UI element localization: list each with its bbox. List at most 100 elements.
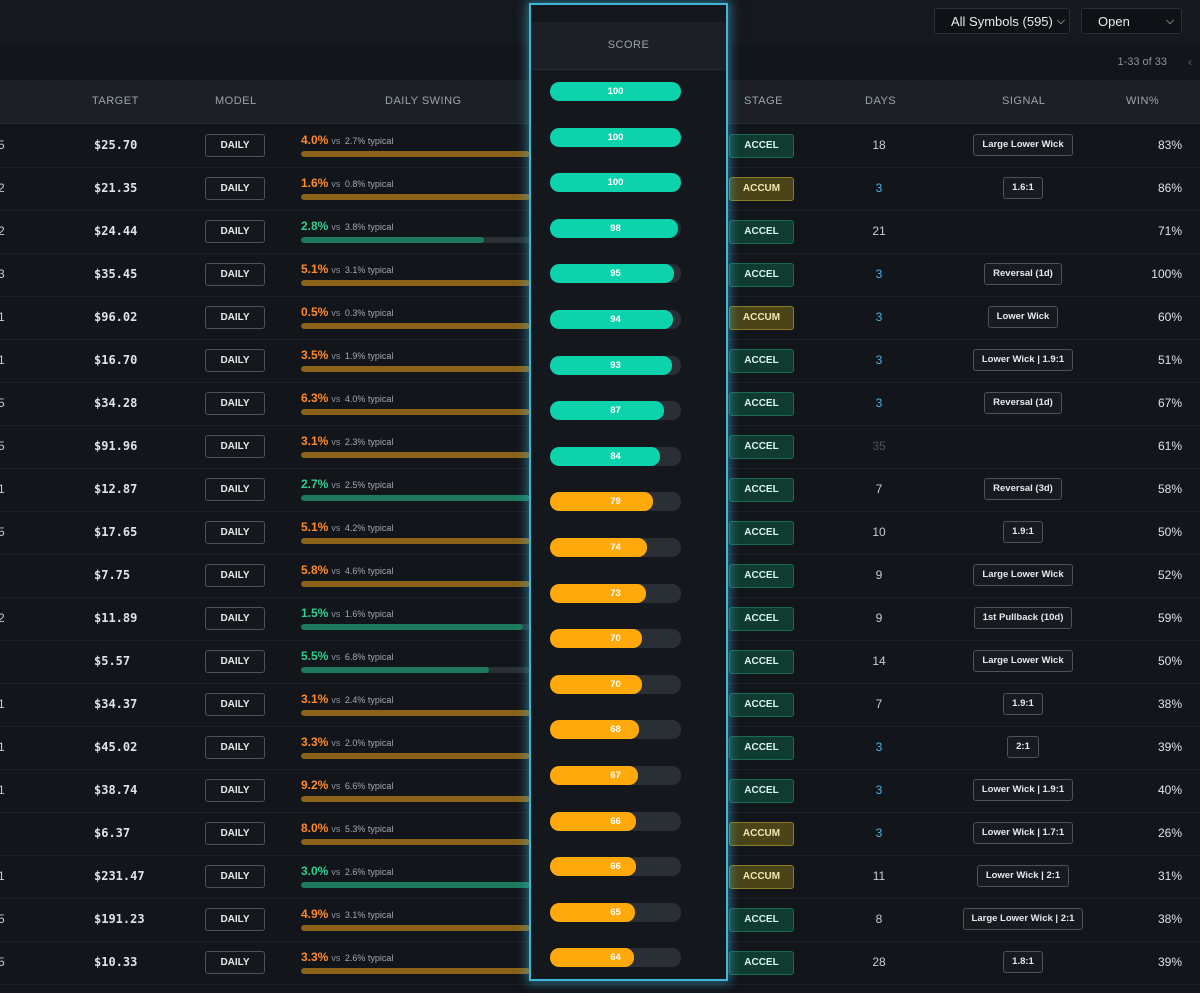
daily-swing: 5.1% vs 3.1% typical xyxy=(301,260,531,290)
status-filter-select[interactable]: Open ⌵ xyxy=(1081,8,1182,34)
swing-typical: 4.0% typical xyxy=(344,394,394,404)
column-header-days[interactable]: DAYS xyxy=(865,95,897,107)
table-row[interactable]: 1 $16.70 DAILY 3.5% vs 1.9% typical ACCEL 3 Low… xyxy=(0,339,1200,383)
table-row[interactable]: 2 $11.89 DAILY 1.5% vs 1.6% typical ACCEL 9 1st… xyxy=(0,597,1200,641)
score-bar-fill xyxy=(550,584,646,603)
swing-typical: 2.0% typical xyxy=(344,738,394,748)
column-header-model[interactable]: MODEL xyxy=(215,95,257,107)
swing-percent: 5.1% xyxy=(301,262,329,276)
score-value: 87 xyxy=(610,405,621,416)
score-bar-fill xyxy=(550,492,654,511)
daily-swing: 8.0% vs 5.3% typical xyxy=(301,819,531,849)
swing-bar-track xyxy=(301,624,530,630)
column-header-win[interactable]: WIN% xyxy=(1126,95,1160,107)
table-row[interactable]: 1 $96.02 DAILY 0.5% vs 0.3% typical ACCUM 3 Low… xyxy=(0,296,1200,340)
swing-vs-label: vs xyxy=(331,824,341,834)
stage-badge: ACCUM xyxy=(729,822,794,846)
model-badge: DAILY xyxy=(205,349,265,372)
signal-badge: Lower Wick | 1.7:1 xyxy=(972,822,1074,844)
score-header: SCORE xyxy=(531,22,726,70)
signal-badge: Reversal (1d) xyxy=(984,392,1062,414)
swing-bar-fill xyxy=(301,925,530,931)
table-row[interactable]: 5 $17.65 DAILY 5.1% vs 4.2% typical ACCEL 10 1.… xyxy=(0,511,1200,555)
symbols-filter-select[interactable]: All Symbols (595) ⌵ xyxy=(934,8,1070,34)
win-rate: 39% xyxy=(1157,740,1182,754)
win-rate: 26% xyxy=(1157,826,1182,840)
stage-badge: ACCEL xyxy=(729,736,794,760)
signal-badge: Lower Wick xyxy=(987,306,1059,328)
days-value: 28 xyxy=(872,955,886,969)
symbol-cell-edge[interactable]: 1 xyxy=(0,869,5,883)
symbol-cell-edge[interactable]: 5 xyxy=(0,396,5,410)
symbol-cell-edge[interactable]: 1 xyxy=(0,310,5,324)
score-bar-fill xyxy=(550,219,679,238)
chevron-left-icon[interactable]: ‹ xyxy=(1188,55,1192,69)
column-header-target[interactable]: TARGET xyxy=(92,95,139,107)
table-row[interactable]: 1 $34.37 DAILY 3.1% vs 2.4% typical ACCEL 7 1.9… xyxy=(0,683,1200,727)
score-bar: 79 xyxy=(550,492,681,511)
signal-cell: Lower Wick | 1.9:1 xyxy=(962,349,1084,373)
symbol-cell-edge[interactable]: 2 xyxy=(0,611,5,625)
signal-badge: 1st Pullback (10d) xyxy=(973,607,1073,629)
column-header-daily-swing[interactable]: DAILY SWING xyxy=(385,95,462,107)
column-header-score[interactable]: SCORE xyxy=(607,39,650,51)
symbol-cell-edge[interactable]: 2 xyxy=(0,181,5,195)
score-bar-fill xyxy=(550,857,637,876)
signal-cell: 1.9:1 xyxy=(962,521,1084,545)
table-row[interactable]: 5 $10.33 DAILY 3.3% vs 2.6% typical ACCEL 28 1.… xyxy=(0,941,1200,985)
swing-bar-fill xyxy=(301,710,530,716)
win-rate: 71% xyxy=(1157,224,1182,238)
column-header-signal[interactable]: SIGNAL xyxy=(1002,95,1046,107)
signal-badge: 1.6:1 xyxy=(1003,177,1043,199)
daily-swing: 2.7% vs 2.5% typical xyxy=(301,475,531,505)
score-bar-fill xyxy=(550,720,640,739)
symbol-cell-edge[interactable]: 5 xyxy=(0,955,5,969)
swing-vs-label: vs xyxy=(331,867,341,877)
symbol-cell-edge[interactable]: 3 xyxy=(0,267,5,281)
score-bar: 64 xyxy=(550,948,681,967)
symbol-cell-edge[interactable]: 5 xyxy=(0,912,5,926)
daily-swing: 5.8% vs 4.6% typical xyxy=(301,561,531,591)
model-badge: DAILY xyxy=(205,392,265,415)
symbol-cell-edge[interactable]: 5 xyxy=(0,138,5,152)
signal-cell: Reversal (1d) xyxy=(962,392,1084,416)
symbol-cell-edge[interactable]: 1 xyxy=(0,353,5,367)
symbol-cell-edge[interactable]: 1 xyxy=(0,740,5,754)
days-value: 3 xyxy=(875,396,883,410)
symbols-filter-value: All Symbols (595) xyxy=(951,13,1053,29)
days-value: 11 xyxy=(872,869,886,883)
target-price: $45.02 xyxy=(94,740,138,754)
symbol-cell-edge[interactable]: 2 xyxy=(0,224,5,238)
days-value: 18 xyxy=(872,138,886,152)
score-bar: 87 xyxy=(550,401,681,420)
table-row[interactable]: 5 $34.28 DAILY 6.3% vs 4.0% typical ACCEL 3 Rev… xyxy=(0,382,1200,426)
symbol-cell-edge[interactable]: 5 xyxy=(0,439,5,453)
score-bar: 100 xyxy=(550,173,681,192)
stage-badge: ACCEL xyxy=(729,607,794,631)
win-rate: 100% xyxy=(1151,267,1182,281)
signal-cell: Reversal (3d) xyxy=(962,478,1084,502)
win-rate: 51% xyxy=(1157,353,1182,367)
table-row[interactable]: 5 $91.96 DAILY 3.1% vs 2.3% typical ACCEL 35 61… xyxy=(0,425,1200,469)
table-row[interactable]: 1 $12.87 DAILY 2.7% vs 2.5% typical ACCEL 7 Rev… xyxy=(0,468,1200,512)
score-bar-fill xyxy=(550,629,642,648)
symbol-cell-edge[interactable]: 1 xyxy=(0,697,5,711)
symbol-cell-edge[interactable]: 5 xyxy=(0,525,5,539)
target-price: $16.70 xyxy=(94,353,138,367)
swing-typical: 4.6% typical xyxy=(344,566,394,576)
score-bar-fill xyxy=(550,401,664,420)
daily-swing: 6.3% vs 4.0% typical xyxy=(301,389,531,419)
days-value: 9 xyxy=(875,568,883,582)
target-price: $34.28 xyxy=(94,396,138,410)
stage-badge: ACCUM xyxy=(729,306,794,330)
swing-bar-track xyxy=(301,194,530,200)
win-rate: 40% xyxy=(1157,783,1182,797)
swing-bar-fill xyxy=(301,366,530,372)
days-value: 10 xyxy=(872,525,886,539)
column-header-stage[interactable]: STAGE xyxy=(744,95,783,107)
table-row[interactable]: 5 $25.70 DAILY 4.0% vs 2.7% typical ACCEL 18 La… xyxy=(0,124,1200,168)
symbol-cell-edge[interactable]: 1 xyxy=(0,783,5,797)
symbol-cell-edge[interactable]: 1 xyxy=(0,482,5,496)
signal-cell xyxy=(962,220,1084,244)
table-row[interactable]: $5.57 DAILY 5.5% vs 6.8% typical ACCEL 14 Larg… xyxy=(0,640,1200,684)
